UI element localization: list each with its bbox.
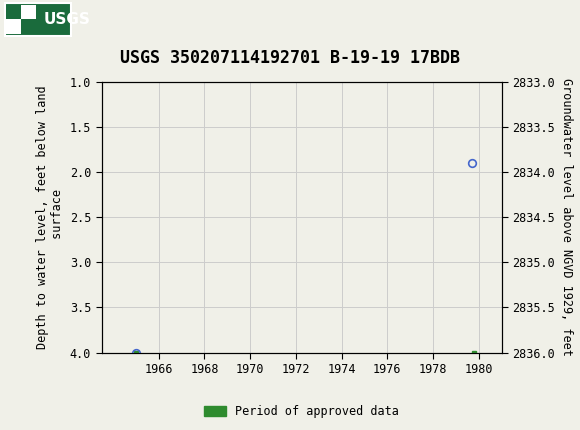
Text: USGS 350207114192701 B-19-19 17BDB: USGS 350207114192701 B-19-19 17BDB [120, 49, 460, 67]
Legend: Period of approved data: Period of approved data [200, 400, 404, 423]
Y-axis label: Depth to water level, feet below land
 surface: Depth to water level, feet below land su… [36, 85, 64, 349]
Y-axis label: Groundwater level above NGVD 1929, feet: Groundwater level above NGVD 1929, feet [560, 78, 574, 356]
Bar [6, 5, 21, 19]
FancyBboxPatch shape [5, 3, 71, 36]
Text: USGS: USGS [44, 12, 90, 27]
Bar [21, 5, 36, 19]
Bar [21, 19, 36, 34]
Bar [6, 19, 21, 34]
